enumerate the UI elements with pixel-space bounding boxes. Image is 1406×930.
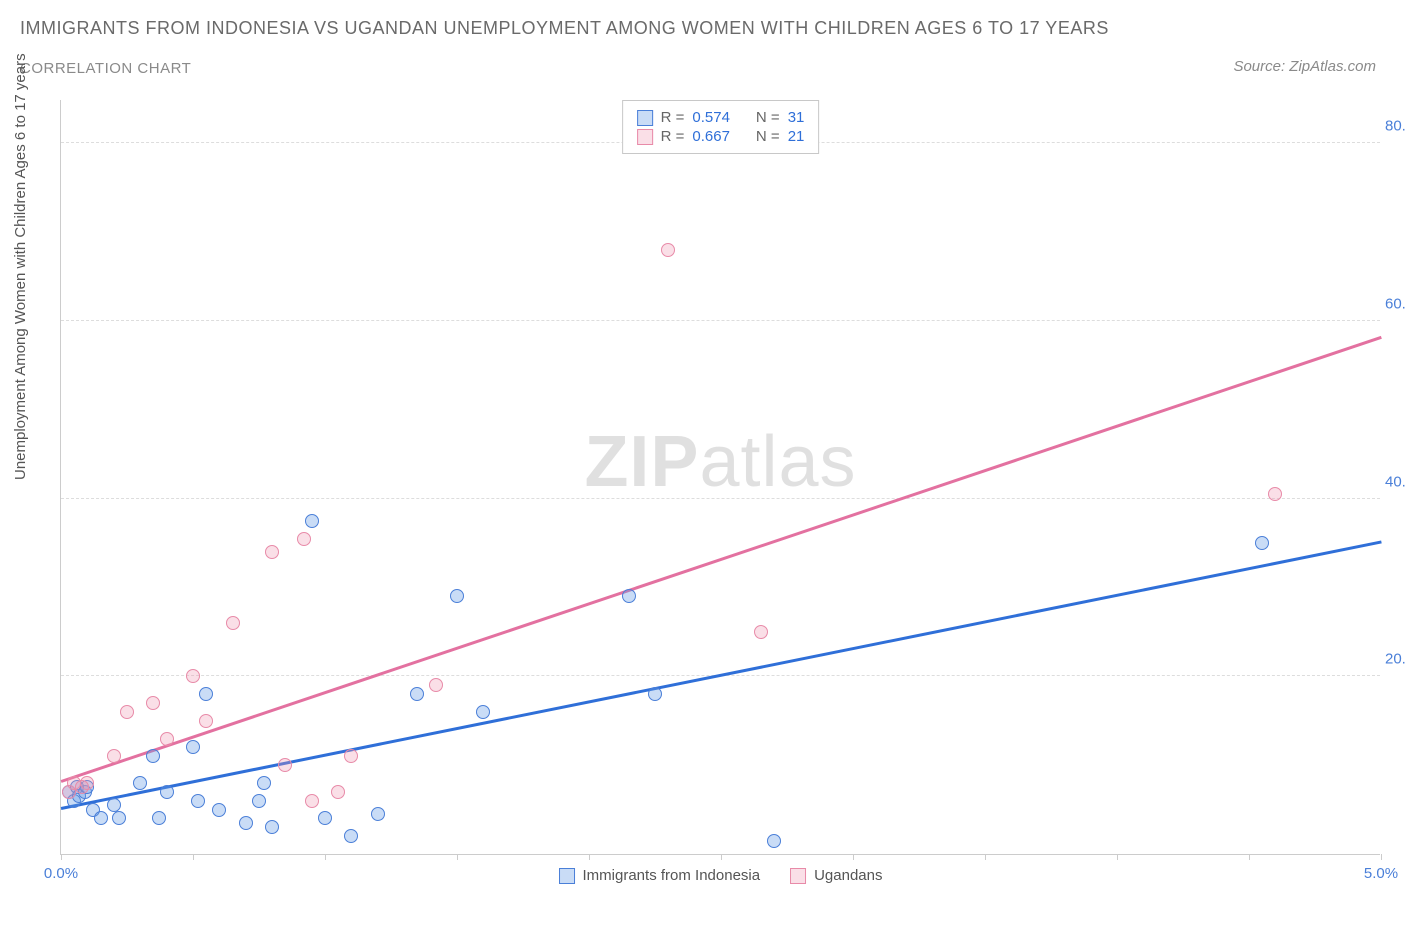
data-point xyxy=(767,834,781,848)
legend-item: Ugandans xyxy=(790,867,882,884)
r-label: R = xyxy=(661,128,685,145)
data-point xyxy=(297,532,311,546)
x-tick-label: 0.0% xyxy=(44,865,78,882)
x-tick xyxy=(853,854,854,860)
x-tick xyxy=(193,854,194,860)
trend-line-pink xyxy=(61,336,1382,782)
legend-swatch xyxy=(637,110,653,126)
gridline xyxy=(61,498,1380,499)
data-point xyxy=(661,243,675,257)
data-point xyxy=(112,811,126,825)
data-point xyxy=(212,803,226,817)
legend-row: R = 0.667 N = 21 xyxy=(637,128,805,145)
data-point xyxy=(429,678,443,692)
x-tick xyxy=(589,854,590,860)
y-axis-label: Unemployment Among Women with Children A… xyxy=(12,53,29,480)
r-label: R = xyxy=(661,109,685,126)
data-point xyxy=(648,687,662,701)
x-tick xyxy=(61,854,62,860)
data-point xyxy=(186,740,200,754)
legend-label: Immigrants from Indonesia xyxy=(583,867,761,884)
data-point xyxy=(191,794,205,808)
chart-title: IMMIGRANTS FROM INDONESIA VS UGANDAN UNE… xyxy=(20,18,1109,39)
data-point xyxy=(1268,487,1282,501)
series-legend: Immigrants from Indonesia Ugandans xyxy=(559,867,883,884)
chart-subtitle: CORRELATION CHART xyxy=(20,60,191,77)
data-point xyxy=(305,794,319,808)
x-tick xyxy=(985,854,986,860)
n-label: N = xyxy=(756,109,780,126)
data-point xyxy=(186,669,200,683)
data-point xyxy=(318,811,332,825)
data-point xyxy=(450,589,464,603)
data-point xyxy=(754,625,768,639)
x-tick-label: 5.0% xyxy=(1364,865,1398,882)
data-point xyxy=(199,687,213,701)
n-label: N = xyxy=(756,128,780,145)
y-tick-label: 20.0% xyxy=(1385,651,1406,668)
x-tick xyxy=(1117,854,1118,860)
data-point xyxy=(1255,536,1269,550)
data-point xyxy=(226,616,240,630)
gridline xyxy=(61,320,1380,321)
watermark: ZIPatlas xyxy=(584,421,856,503)
legend-swatch xyxy=(637,129,653,145)
data-point xyxy=(94,811,108,825)
data-point xyxy=(371,807,385,821)
plot-area: ZIPatlas R =0.574N =31R =0.667N =21 Immi… xyxy=(60,100,1380,855)
data-point xyxy=(257,776,271,790)
data-point xyxy=(107,798,121,812)
correlation-legend: R = 0.574 N = 31 R = 0.667 N = 21 xyxy=(622,100,820,154)
data-point xyxy=(107,749,121,763)
data-point xyxy=(199,714,213,728)
data-point xyxy=(252,794,266,808)
data-point xyxy=(239,816,253,830)
r-value: 0.574 xyxy=(692,109,730,126)
data-point xyxy=(152,811,166,825)
data-point xyxy=(622,589,636,603)
n-value: 31 xyxy=(788,109,805,126)
y-tick-label: 80.0% xyxy=(1385,118,1406,135)
legend-item: Immigrants from Indonesia xyxy=(559,867,761,884)
x-tick xyxy=(457,854,458,860)
data-point xyxy=(476,705,490,719)
data-point xyxy=(133,776,147,790)
data-point xyxy=(160,785,174,799)
legend-label: Ugandans xyxy=(814,867,882,884)
data-point xyxy=(305,514,319,528)
data-point xyxy=(120,705,134,719)
data-point xyxy=(278,758,292,772)
n-value: 21 xyxy=(788,128,805,145)
data-point xyxy=(344,829,358,843)
r-value: 0.667 xyxy=(692,128,730,145)
y-tick-label: 40.0% xyxy=(1385,473,1406,490)
data-point xyxy=(344,749,358,763)
data-point xyxy=(265,820,279,834)
y-tick-label: 60.0% xyxy=(1385,296,1406,313)
data-point xyxy=(331,785,345,799)
data-point xyxy=(160,732,174,746)
source-label: Source: ZipAtlas.com xyxy=(1233,58,1376,75)
legend-swatch xyxy=(790,868,806,884)
legend-swatch xyxy=(559,868,575,884)
data-point xyxy=(146,749,160,763)
data-point xyxy=(146,696,160,710)
data-point xyxy=(410,687,424,701)
legend-row: R = 0.574 N = 31 xyxy=(637,109,805,126)
x-tick xyxy=(721,854,722,860)
x-tick xyxy=(1249,854,1250,860)
data-point xyxy=(80,776,94,790)
x-tick xyxy=(1381,854,1382,860)
data-point xyxy=(265,545,279,559)
x-tick xyxy=(325,854,326,860)
